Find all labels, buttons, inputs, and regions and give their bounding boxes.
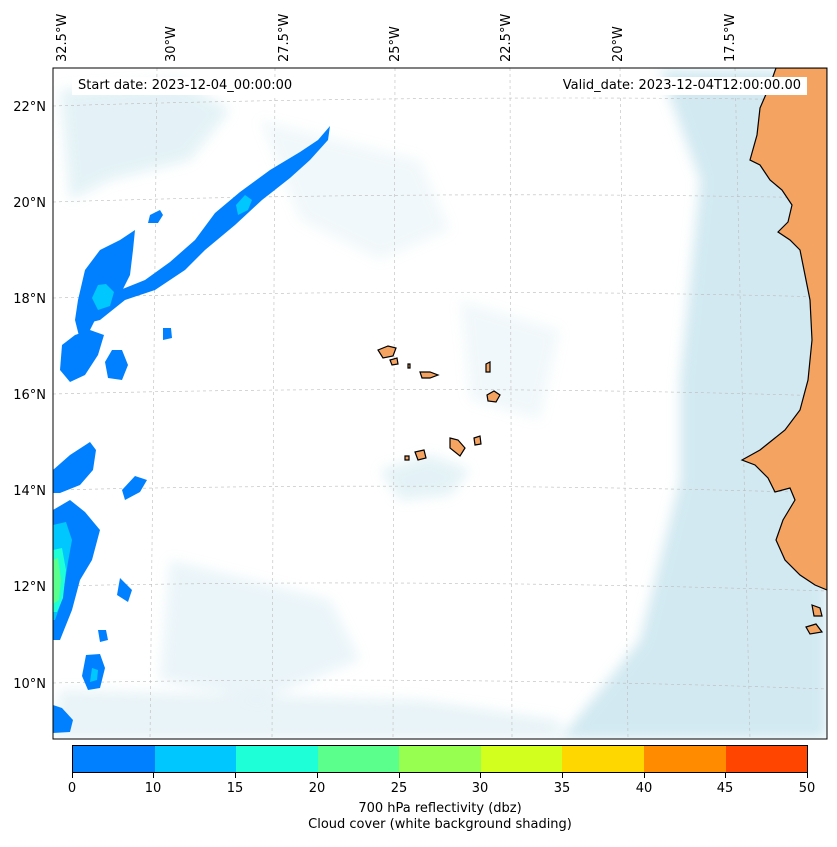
colorbar-tick-label: 50 (798, 781, 816, 796)
lon-label: 32.5°W (55, 14, 70, 62)
lat-label: 18°N (13, 292, 46, 307)
lat-label: 10°N (13, 677, 46, 692)
graticule (53, 68, 827, 739)
colorbar-segment (73, 746, 155, 772)
colorbar-title-line2: Cloud cover (white background shading) (308, 817, 572, 832)
cape-verde-islands (377, 345, 501, 461)
colorbar-segment (317, 746, 400, 772)
colorbar-segment (562, 746, 644, 772)
map-border (52, 67, 828, 740)
latitude-labels: 22°N 20°N 18°N 16°N 14°N 12°N 10°N (13, 100, 46, 692)
africa-land (740, 68, 827, 591)
colorbar-tick-label: 0 (67, 781, 77, 796)
lon-label: 27.5°W (277, 14, 292, 62)
valid-date-label: Valid_date: 2023-12-04T12:00:00.00 (556, 77, 807, 95)
colorbar-tick-label: 25 (390, 781, 408, 796)
start-date-label: Start date: 2023-12-04_00:00:00 (72, 77, 299, 95)
lat-label: 22°N (13, 100, 46, 115)
colorbar-segment (643, 746, 726, 772)
lat-label: 20°N (13, 196, 46, 211)
colorbar-segment (480, 746, 563, 772)
lat-label: 16°N (13, 388, 46, 403)
colorbar-tick-label: 10 (144, 781, 162, 796)
colorbar-tick-label: 45 (716, 781, 734, 796)
lon-label: 30°W (164, 26, 179, 62)
colorbar-ticks: 0 10 15 20 25 30 35 40 45 50 (68, 773, 815, 803)
lon-label: 22.5°W (499, 14, 514, 62)
colorbar-segment (236, 746, 318, 772)
longitude-labels: 32.5°W 30°W 27.5°W 25°W 22.5°W 20°W 17.5… (55, 14, 738, 62)
bissagos-islands (805, 604, 824, 635)
lon-label: 25°W (388, 26, 403, 62)
reflectivity-20-25 (53, 558, 61, 604)
colorbar-tick-label: 30 (471, 781, 489, 796)
colorbar-tick-label: 35 (553, 781, 571, 796)
colorbar-tick-label: 20 (308, 781, 326, 796)
colorbar (72, 745, 808, 773)
lon-label: 17.5°W (723, 14, 738, 62)
colorbar-segment (154, 746, 237, 772)
lat-label: 14°N (13, 484, 46, 499)
colorbar-segment (725, 746, 808, 772)
colorbar-segment (399, 746, 481, 772)
lat-label: 12°N (13, 580, 46, 595)
colorbar-tick-label: 40 (635, 781, 653, 796)
colorbar-title: 700 hPa reflectivity (dbz) Cloud cover (… (0, 801, 837, 833)
colorbar-tick-label: 15 (226, 781, 244, 796)
colorbar-title-line1: 700 hPa reflectivity (dbz) (358, 801, 522, 816)
lon-label: 20°W (611, 26, 626, 62)
